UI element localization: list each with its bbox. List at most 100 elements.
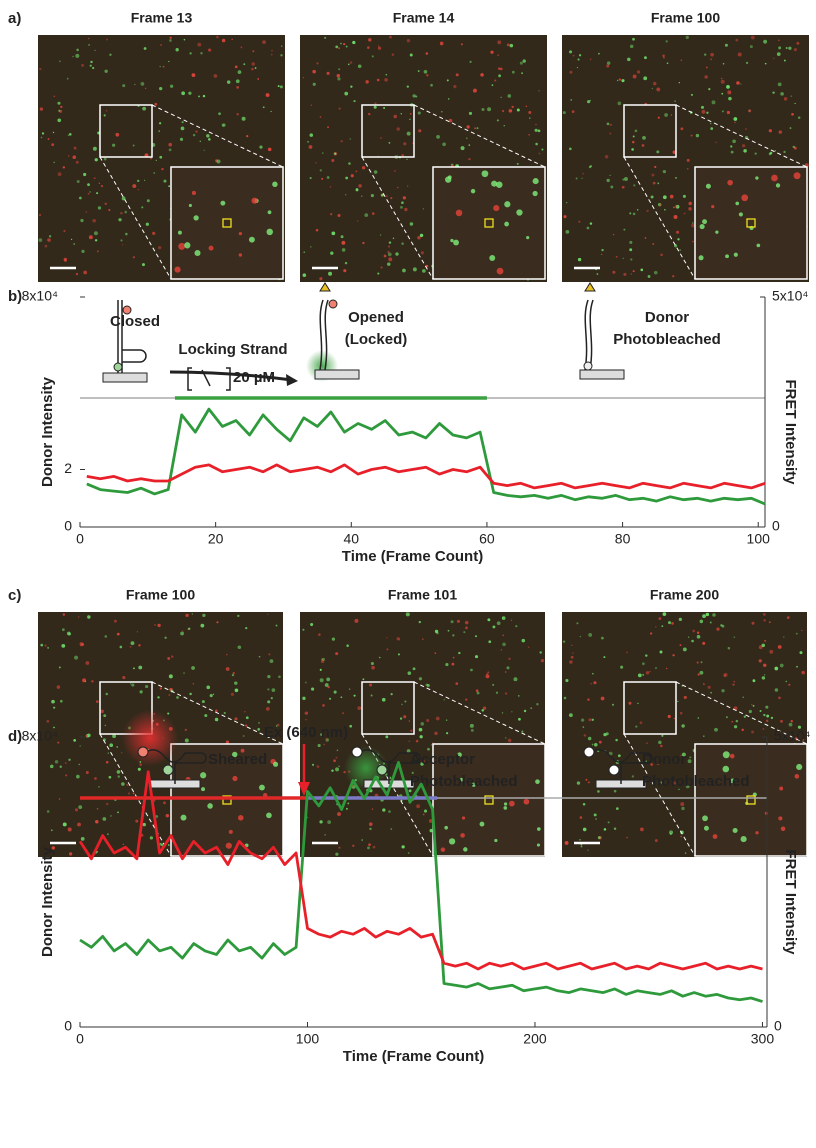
spot	[362, 678, 365, 681]
spot	[699, 224, 705, 230]
spot	[662, 195, 667, 200]
spot	[572, 54, 575, 57]
spot	[85, 734, 88, 738]
spot	[754, 152, 757, 155]
spot	[802, 738, 805, 741]
spot	[348, 688, 351, 690]
dna	[590, 749, 653, 784]
spot	[587, 100, 591, 104]
x-tick-label: 20	[208, 531, 224, 547]
spot	[388, 257, 393, 262]
spot	[672, 150, 676, 154]
spot	[185, 613, 189, 618]
spot	[81, 63, 85, 67]
spot	[53, 706, 56, 709]
spot	[577, 58, 580, 61]
spot	[714, 727, 718, 732]
spot	[652, 243, 655, 246]
x-tick-label: 80	[615, 531, 631, 547]
spot	[647, 275, 651, 278]
spot	[51, 699, 55, 704]
spot	[184, 738, 189, 743]
spot	[735, 38, 739, 42]
spot	[100, 184, 104, 188]
spot	[488, 640, 492, 644]
spot	[92, 66, 95, 70]
spot	[579, 838, 581, 841]
spot	[511, 711, 513, 713]
spot	[766, 719, 769, 723]
spot	[654, 839, 658, 842]
spot	[377, 46, 382, 50]
spot	[688, 201, 692, 206]
spot	[430, 744, 432, 746]
spot	[532, 178, 539, 185]
spot	[206, 685, 211, 690]
zoom-line	[675, 681, 808, 745]
spot	[122, 676, 126, 680]
spot	[721, 689, 725, 693]
spot	[218, 112, 221, 116]
spot	[587, 781, 590, 784]
spot	[435, 716, 440, 721]
spot	[508, 657, 511, 661]
spot	[309, 176, 312, 180]
spot	[712, 613, 716, 617]
spot	[662, 170, 667, 174]
spot	[662, 54, 665, 58]
spot	[153, 172, 155, 174]
spot	[673, 206, 675, 209]
spot	[780, 719, 783, 723]
spot	[679, 644, 682, 647]
spot	[775, 183, 781, 188]
spot	[326, 677, 331, 682]
y2-tick-label: 5x10⁴	[774, 728, 810, 744]
spot	[116, 632, 120, 636]
spot	[131, 683, 135, 687]
spot	[503, 125, 505, 127]
spot	[214, 717, 219, 722]
spot	[88, 37, 90, 40]
spot	[191, 73, 196, 78]
spot	[415, 739, 419, 743]
spot	[162, 65, 165, 68]
spot	[774, 688, 779, 692]
spot	[419, 735, 423, 739]
spot	[47, 647, 49, 649]
spot	[317, 743, 321, 748]
spot	[571, 110, 575, 114]
spot	[144, 87, 147, 90]
x-tick-label: 100	[747, 531, 771, 547]
spot	[258, 722, 260, 724]
spot	[329, 186, 332, 188]
spot	[500, 67, 503, 71]
spot	[742, 696, 744, 698]
selected-spot	[484, 795, 494, 805]
spot	[372, 845, 376, 849]
spot	[487, 618, 491, 622]
spot	[302, 696, 306, 701]
spot	[423, 760, 426, 763]
x-axis-label: Time (Frame Count)	[343, 1048, 484, 1065]
spot	[340, 140, 343, 143]
spot	[630, 273, 632, 275]
spot	[537, 129, 541, 133]
marker	[319, 282, 331, 292]
spot	[371, 665, 375, 670]
spot	[563, 640, 566, 643]
annotation: Closed	[110, 313, 160, 330]
spot	[451, 662, 455, 666]
spot	[622, 178, 625, 181]
spot	[776, 52, 781, 56]
spot	[577, 257, 582, 262]
spot	[319, 169, 322, 172]
spot	[132, 184, 137, 189]
acceptor	[583, 746, 595, 758]
spot	[692, 222, 694, 224]
spot	[129, 683, 132, 685]
spot	[737, 52, 742, 57]
spot	[497, 40, 502, 45]
spot	[742, 144, 746, 148]
spot	[333, 690, 337, 694]
spot	[644, 237, 647, 239]
